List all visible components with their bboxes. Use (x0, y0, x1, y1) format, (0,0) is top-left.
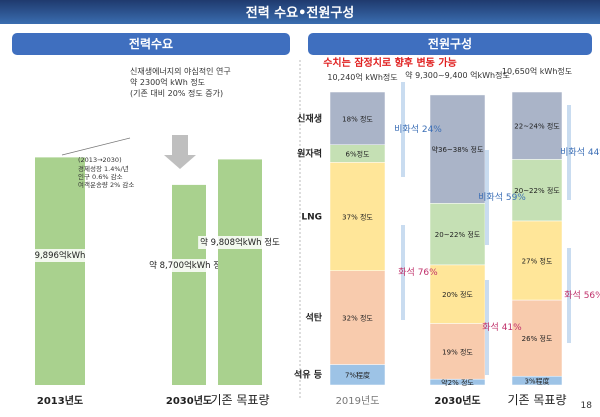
segment-label: 26% 정도 (522, 334, 553, 343)
bar-segment (429, 94, 486, 204)
segment-label: 27% 정도 (522, 256, 553, 265)
bracket (567, 105, 571, 200)
bar-segment (511, 220, 563, 301)
annotation: 비화석 44% (560, 147, 600, 158)
bracket (485, 280, 489, 375)
segment-label: 20~22% 정도 (435, 230, 481, 239)
x-tick-label: 2030년도 (166, 394, 212, 407)
value-label: 약 8,700억kWh 정도 (149, 260, 229, 271)
annotation: 화석 76% (398, 267, 438, 278)
bar-segment (511, 299, 563, 377)
x-tick-label: 2019년도 (336, 395, 380, 407)
bracket (567, 248, 571, 343)
bar (218, 159, 262, 385)
annotation: (2013→2030) (78, 156, 122, 164)
arrow (61, 137, 131, 156)
series-name: 석탄 (305, 312, 322, 324)
segment-label: 22~24% 정도 (514, 122, 560, 131)
bar-segment (511, 159, 563, 222)
x-tick-label: 기존 목표량 (210, 393, 269, 407)
label-bg (147, 259, 232, 272)
label-bg (32, 249, 88, 262)
title-bar (0, 0, 600, 24)
x-tick-label: 2013년도 (37, 394, 83, 407)
segment-label: 6%정도 (346, 150, 371, 159)
x-tick-label: 2030년도 (434, 394, 480, 407)
section-header (308, 33, 592, 55)
page-number: 18 (581, 401, 593, 411)
annotation: 신재생에너지의 야심적인 연구 (130, 66, 231, 76)
value-label: 9,896억kWh (35, 250, 86, 261)
segment-label: 7%程度 (345, 371, 370, 380)
bar (172, 184, 206, 385)
bar-segment (511, 91, 563, 160)
bar-segment (429, 264, 486, 324)
bar (35, 157, 85, 385)
segment-label: 20~22% 정도 (514, 186, 560, 195)
bracket (401, 225, 405, 320)
x-tick-label: 기존 목표량 (507, 393, 566, 407)
total-label: 10,240억 kWh정도 (327, 72, 397, 82)
annotation: 비화석 24% (394, 124, 442, 135)
series-name: 석유 등 (294, 369, 322, 381)
annotation: 화석 56% (564, 290, 600, 301)
total-label: 약 9,300~9,400 억kWh정도 (405, 70, 510, 80)
note: 수치는 잠정치로 향후 변동 가능 (323, 56, 457, 69)
slide-title: 전력 수요•전원구성 (246, 5, 355, 21)
value-label: 약 9,808억kWh 정도 (200, 237, 280, 248)
section-title: 전원구성 (428, 36, 472, 51)
segment-label: 20% 정도 (442, 290, 473, 299)
bracket (485, 150, 489, 245)
annotation: 비화석 59% (478, 192, 526, 203)
annotation: 약 2300억 kWh 정도 (130, 77, 205, 87)
segment-label: 약2% 정도 (441, 378, 474, 387)
bar-segment (329, 270, 386, 365)
section-title: 전력수요 (129, 36, 173, 51)
bar-segment (329, 91, 386, 145)
section-header (12, 33, 290, 55)
segment-label: 18% 정도 (342, 114, 373, 123)
annotation: 인구 0.6% 감소 (78, 172, 123, 181)
series-name: 신재생 (297, 112, 322, 124)
segment-label: 19% 정도 (442, 347, 473, 356)
series-name: LNG (301, 213, 322, 223)
annotation: (기존 대비 20% 정도 증가) (130, 88, 223, 98)
series-name: 원자력 (297, 148, 322, 160)
annotation: 화석 41% (482, 322, 522, 333)
annotation: 여객운송량 2% 감소 (78, 180, 134, 189)
segment-label: 3%程度 (524, 377, 549, 386)
total-label: 10,650억 kWh정도 (502, 66, 572, 76)
segment-label: 37% 정도 (342, 213, 373, 222)
segment-label: 약36~38% 정도 (432, 145, 484, 154)
segment-label: 32% 정도 (342, 314, 373, 323)
down-arrow (164, 135, 196, 169)
label-bg (198, 236, 283, 249)
bracket (401, 82, 405, 177)
annotation: 경제성장 1.4%/년 (78, 164, 129, 173)
bar-segment (329, 162, 386, 271)
